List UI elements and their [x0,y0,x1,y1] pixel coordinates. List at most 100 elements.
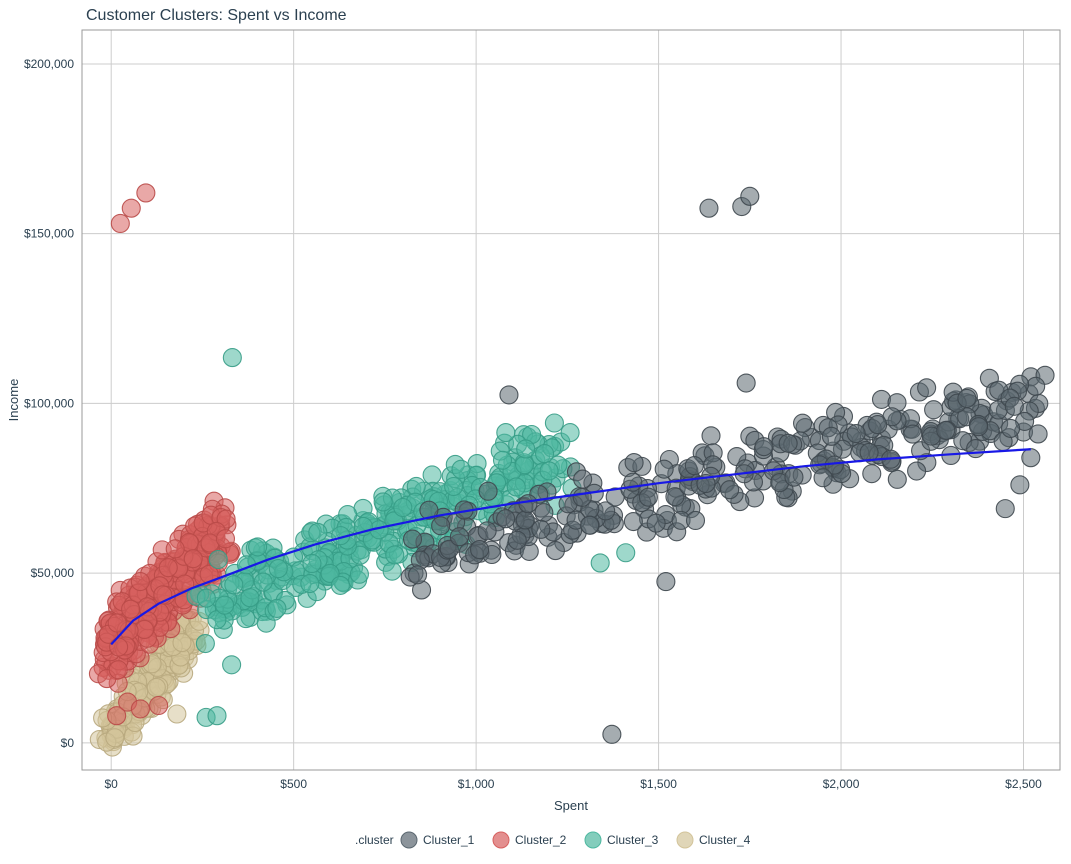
data-point [546,542,564,560]
legend-item-label: Cluster_2 [515,833,567,847]
data-point [536,445,554,463]
data-point [150,697,168,715]
data-point [918,379,936,397]
data-point [1011,476,1029,494]
data-point [561,424,579,442]
data-point [216,596,234,614]
data-point [254,573,272,591]
data-point [409,566,427,584]
data-point [184,550,202,568]
x-tick-label: $0 [105,777,119,791]
data-point [958,389,976,407]
data-point [331,576,349,594]
data-point [268,599,286,617]
data-point [471,541,489,559]
data-point [755,438,773,456]
data-point [209,551,227,569]
data-point [873,390,891,408]
data-point [350,565,368,583]
data-point [1027,377,1045,395]
legend-swatch [493,832,509,848]
data-point [1022,449,1040,467]
data-point [702,427,720,445]
data-point [445,478,463,496]
data-point [996,500,1014,518]
data-point [122,199,140,217]
x-tick-label: $500 [280,777,307,791]
y-tick-label: $150,000 [24,227,74,241]
data-point [721,481,739,499]
data-point [452,460,470,478]
x-tick-label: $2,000 [823,777,860,791]
data-point [970,418,988,436]
data-point [168,705,186,723]
legend-swatch [401,832,417,848]
data-point [519,495,537,513]
data-point [741,187,759,205]
data-point [196,635,214,653]
data-point [109,661,127,679]
data-point [131,573,149,591]
data-point [110,638,128,656]
data-point [303,554,321,572]
data-point [394,499,412,517]
x-tick-label: $1,500 [640,777,677,791]
x-axis-label: Spent [554,798,588,813]
data-point [108,614,126,632]
data-point [545,414,563,432]
data-point [967,440,985,458]
legend-title: .cluster [355,833,394,847]
data-point [655,460,673,478]
data-point [617,544,635,562]
data-point [686,511,704,529]
data-point [404,530,422,548]
data-point [309,523,327,541]
x-tick-label: $1,000 [458,777,495,791]
data-point [624,513,642,531]
data-point [383,562,401,580]
data-point [785,468,803,486]
scatter-chart-svg: Customer Clusters: Spent vs Income$0$500… [0,0,1071,864]
legend-item-label: Cluster_3 [607,833,659,847]
data-point [432,517,450,535]
data-point [517,440,535,458]
data-point [581,516,599,534]
data-point [737,374,755,392]
data-point [225,576,243,594]
data-point [216,530,234,548]
data-point [603,725,621,743]
data-point [1002,419,1020,437]
chart-container: Customer Clusters: Spent vs Income$0$500… [0,0,1071,864]
data-point [111,214,129,232]
data-point [507,478,525,496]
data-point [700,199,718,217]
data-point [863,465,881,483]
data-point [197,589,215,607]
data-point [779,434,797,452]
data-point [159,559,177,577]
data-point [625,454,643,472]
data-point [122,600,140,618]
data-point [908,462,926,480]
data-point [166,540,184,558]
data-point [904,425,922,443]
data-point [223,349,241,367]
data-point [137,184,155,202]
data-point [450,528,468,546]
legend-swatch [677,832,693,848]
data-point [657,573,675,591]
data-point [814,469,832,487]
legend-item-label: Cluster_4 [699,833,751,847]
data-point [1029,425,1047,443]
data-point [532,520,550,538]
data-point [241,589,259,607]
data-point [639,488,657,506]
data-point [869,416,887,434]
data-point [269,560,287,578]
data-point [147,678,165,696]
y-tick-label: $0 [61,736,75,750]
data-point [508,531,526,549]
y-tick-label: $50,000 [31,566,75,580]
data-point [497,510,515,528]
data-point [685,457,703,475]
